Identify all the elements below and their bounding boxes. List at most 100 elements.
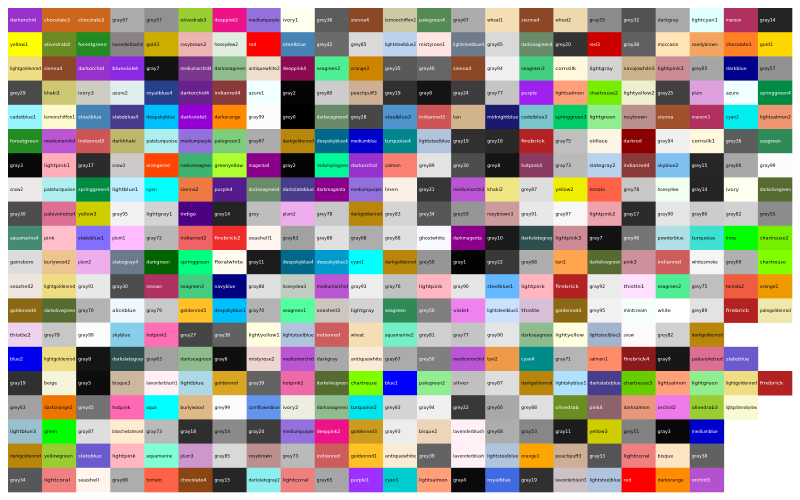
swatch-cell [587, 104, 622, 130]
swatch-label: darkseagreen [180, 357, 211, 363]
swatch-cell [110, 153, 145, 178]
swatch-label: gray88 [317, 236, 333, 242]
swatch-cell [553, 56, 588, 81]
swatch-cell [553, 322, 588, 348]
swatch-label: greenyellow [215, 163, 244, 169]
swatch-label: red [249, 42, 257, 48]
swatch-label: indianred [317, 453, 340, 459]
swatch-cell [314, 32, 350, 57]
swatch-cell [314, 80, 350, 106]
swatch-label: lightsalmon [419, 478, 448, 484]
swatch-label: pink4 [589, 405, 602, 411]
swatch-label: mediumpurple [180, 139, 211, 145]
swatch-cell [246, 419, 281, 444]
swatch-label: white [658, 308, 671, 314]
swatch-cell [553, 346, 588, 372]
swatch-label: gray10 [487, 236, 503, 242]
swatch-cell [8, 56, 43, 81]
swatch-cell [519, 8, 554, 33]
swatch-label: grey65 [692, 66, 708, 72]
swatch-cell [314, 371, 350, 396]
swatch-label: gray6 [215, 357, 228, 363]
swatch-cell [485, 153, 520, 178]
swatch-cell [382, 419, 418, 444]
swatch-label: thistle2 [10, 332, 31, 338]
swatch-label: slateblue1 [78, 236, 104, 242]
swatch-label: grey8 [487, 163, 500, 169]
swatch-label: lightsteelblue1 [487, 308, 518, 314]
swatch-label: grey42 [317, 42, 333, 48]
swatch-cell [382, 8, 418, 33]
swatch-label: gray70 [249, 308, 265, 314]
swatch-label: mediumorchid [44, 139, 75, 145]
swatch-cell [110, 104, 145, 130]
swatch-label: grey78 [317, 211, 333, 217]
swatch-cell [42, 250, 77, 275]
swatch-label: steelblue [283, 42, 307, 48]
swatch-label: grey22 [487, 260, 503, 266]
swatch-cell [42, 32, 77, 57]
swatch-cell [655, 419, 691, 444]
swatch-label: gray88 [249, 284, 265, 290]
swatch-cell [485, 250, 520, 275]
swatch-label: gray57 [760, 66, 776, 72]
swatch-cell [451, 419, 486, 444]
swatch-label: lightsteelblue [283, 332, 314, 338]
swatch-label: gold1 [760, 42, 773, 48]
swatch-cell [723, 371, 759, 396]
swatch-cell [144, 225, 179, 251]
swatch-cell [144, 153, 179, 178]
swatch-cell [280, 104, 316, 130]
swatch-cell [314, 56, 350, 81]
swatch-label: burlywood [180, 405, 203, 411]
swatch-label: grey83 [385, 405, 401, 411]
swatch-cell [212, 371, 247, 396]
swatch-cell [212, 201, 247, 227]
swatch-label: orange2 [760, 284, 778, 290]
swatch-label: gray1 [453, 260, 466, 266]
swatch-label: gray67 [453, 18, 469, 24]
swatch-label: gray7 [146, 66, 159, 72]
swatch-cell [76, 250, 111, 275]
swatch-cell [689, 225, 725, 251]
swatch-cell [280, 467, 316, 493]
swatch-cell [621, 225, 656, 251]
swatch-label: seagreen3 [521, 66, 544, 72]
swatch-cell [621, 201, 656, 227]
swatch-cell [42, 225, 77, 251]
swatch-cell [8, 177, 43, 202]
swatch-cell [553, 201, 588, 227]
swatch-cell [587, 250, 622, 275]
swatch-label: lightskyblue1 [555, 381, 586, 387]
swatch-cell [144, 104, 179, 130]
swatch-cell [485, 395, 520, 420]
swatch-cell [451, 395, 486, 420]
swatch-cell [110, 443, 145, 469]
swatch-label: pink [44, 236, 55, 242]
swatch-cell [485, 80, 520, 106]
swatch-cell [348, 80, 384, 106]
swatch-label: darkviolet [180, 115, 206, 121]
swatch-label: cornflowerblue [249, 405, 280, 411]
swatch-label: darkorchid [78, 66, 104, 72]
swatch-cell [621, 298, 656, 323]
swatch-label: grey35 [385, 66, 401, 72]
swatch-cell [587, 467, 622, 493]
swatch-cell [348, 298, 384, 323]
swatch-cell [689, 56, 725, 81]
swatch-label: antiquewhite [351, 357, 382, 363]
swatch-label: lightpink [112, 453, 136, 459]
swatch-cell [110, 177, 145, 202]
swatch-cell [689, 80, 725, 106]
swatch-label: mediumblue [692, 429, 718, 435]
swatch-cell [178, 322, 213, 348]
swatch-cell [212, 467, 247, 493]
swatch-label: springgreen [180, 260, 209, 266]
swatch-label: gray39 [249, 381, 265, 387]
swatch-cell [212, 419, 247, 444]
swatch-label: goldenrod1 [180, 308, 206, 314]
swatch-cell [144, 80, 179, 106]
swatch-cell [519, 346, 554, 372]
swatch-label: orange1 [521, 453, 539, 459]
swatch-label: lightblue [180, 381, 204, 387]
